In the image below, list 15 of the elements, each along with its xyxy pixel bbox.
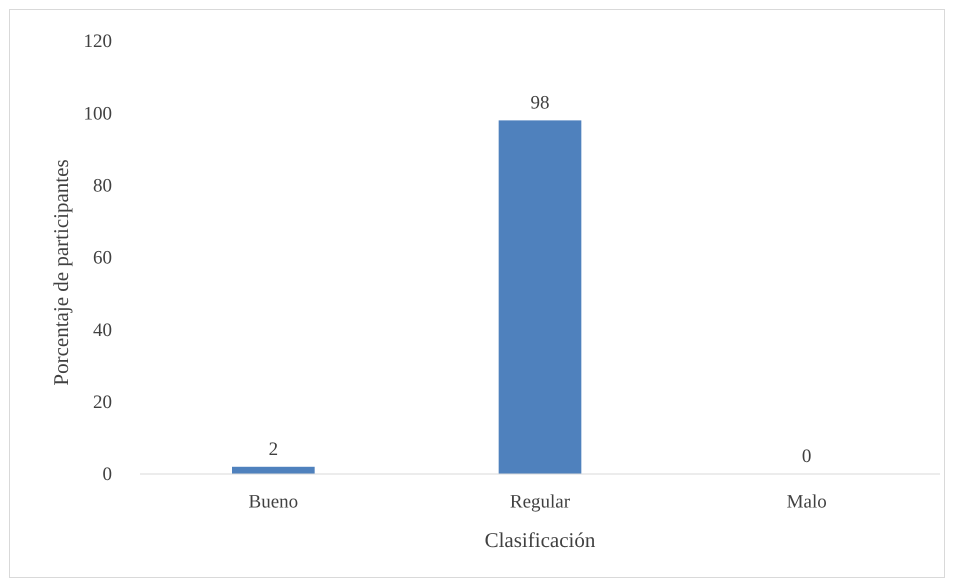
x-tick-label: Bueno (248, 491, 298, 512)
y-tick-label: 80 (93, 175, 112, 196)
y-tick-label: 60 (93, 248, 112, 269)
y-tick-label: 120 (84, 31, 112, 52)
x-tick-label: Regular (510, 491, 571, 512)
y-tick-label: 20 (93, 392, 112, 413)
x-tick-label: Malo (786, 491, 827, 512)
y-tick-label: 40 (93, 320, 112, 341)
data-label: 2 (268, 438, 278, 460)
data-label: 98 (530, 92, 550, 114)
y-axis-title: Porcentaje de participantes (49, 159, 73, 386)
y-tick-label: 100 (84, 103, 112, 124)
y-tick-label: 0 (102, 464, 112, 486)
x-axis-title: Clasificación (484, 528, 596, 552)
data-label: 0 (802, 446, 812, 467)
